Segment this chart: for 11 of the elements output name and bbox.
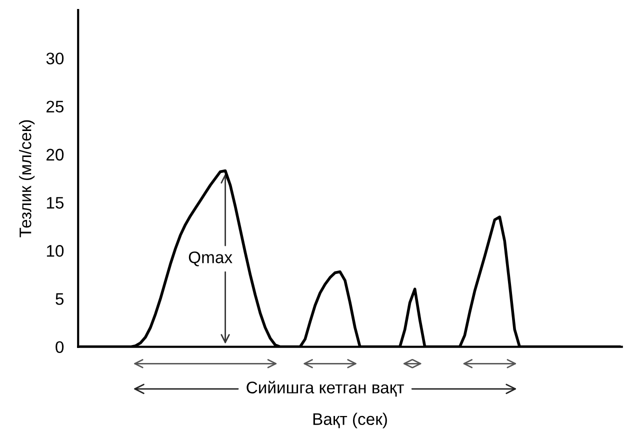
x-axis-title: Вақт (сек) — [313, 412, 387, 428]
y-tick-label: 15 — [46, 197, 64, 209]
y-tick-label: 10 — [46, 245, 64, 257]
text: Сийишга кетган вақт — [246, 380, 404, 397]
y-axis-title: Тезлик (мл/сек) — [19, 120, 35, 238]
y-tick-label: 20 — [46, 148, 64, 161]
y-tick-label: 30 — [46, 52, 64, 64]
y-tick-label: 5 — [56, 293, 64, 305]
annotation: Qmax — [188, 251, 232, 266]
y-tick-label: 0 — [56, 341, 64, 354]
y-tick-label: 25 — [46, 100, 64, 113]
